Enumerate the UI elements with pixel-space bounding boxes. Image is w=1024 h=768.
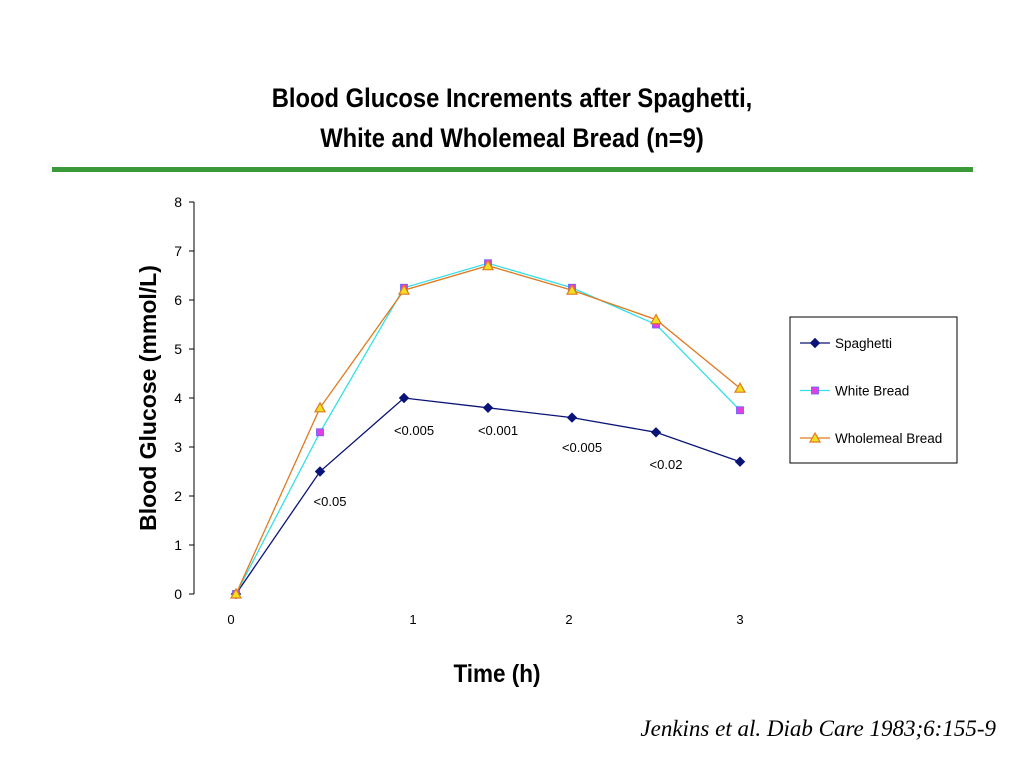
data-point bbox=[316, 428, 324, 437]
legend-entry: White Bread bbox=[800, 384, 909, 399]
legend-label: Wholemeal Bread bbox=[835, 431, 942, 446]
data-point bbox=[314, 466, 326, 477]
data-point bbox=[398, 392, 410, 404]
legend-marker bbox=[811, 386, 819, 395]
data-point bbox=[649, 313, 663, 325]
p-value-annotation: <0.05 bbox=[314, 494, 347, 509]
legend-marker bbox=[808, 431, 822, 443]
y-axis-label: Blood Glucose (mmol/L) bbox=[135, 265, 161, 531]
data-point bbox=[313, 401, 327, 413]
x-tick-label: 1 bbox=[409, 612, 416, 627]
y-tick-label: 0 bbox=[174, 586, 182, 602]
p-value-annotation: <0.02 bbox=[650, 457, 683, 472]
p-value-annotation: <0.005 bbox=[394, 423, 434, 438]
data-point bbox=[481, 259, 495, 271]
x-axis-label: Time (h) bbox=[453, 660, 540, 688]
p-value-annotation: <0.005 bbox=[562, 440, 602, 455]
data-point bbox=[650, 427, 662, 438]
chart-title-line-2: White and Wholemeal Bread (n=9) bbox=[320, 123, 704, 153]
data-point bbox=[566, 412, 578, 423]
data-point bbox=[397, 283, 411, 295]
x-tick-label: 3 bbox=[736, 612, 743, 627]
legend-entry: Spaghetti bbox=[800, 336, 892, 351]
y-tick-label: 6 bbox=[174, 292, 182, 308]
y-tick-label: 5 bbox=[174, 341, 182, 357]
chart-annotations: <0.05 <0.005 <0.001 <0.005 <0.02 bbox=[314, 423, 683, 509]
chart-axes: 0 1 2 3 4 5 6 7 8 0 1 2 3 Time (h) Blood Glucose (mmol… bbox=[135, 194, 744, 688]
legend-label: White Bread bbox=[835, 384, 909, 399]
title-divider bbox=[52, 167, 973, 172]
chart-series bbox=[229, 259, 747, 600]
chart-legend: Spaghetti White Bread Wholemeal Bread bbox=[789, 316, 958, 464]
y-tick-label: 1 bbox=[174, 537, 182, 553]
x-tick-label: 0 bbox=[227, 612, 234, 627]
chart-title-line-1: Blood Glucose Increments after Spaghetti… bbox=[271, 83, 753, 113]
data-point bbox=[565, 283, 579, 295]
y-tick-label: 2 bbox=[174, 488, 182, 504]
legend-marker bbox=[809, 337, 821, 349]
blood-glucose-line-chart: 0 1 2 3 4 5 6 7 8 0 1 2 3 Time (h) Blood Glucose (mmol… bbox=[135, 194, 958, 688]
chart-title: Blood Glucose Increments after Spaghetti… bbox=[61, 78, 962, 158]
y-tick-label: 7 bbox=[174, 243, 182, 259]
series-wholemeal-bread bbox=[229, 259, 747, 599]
y-tick-label: 8 bbox=[174, 194, 182, 210]
y-tick-label: 4 bbox=[174, 390, 182, 406]
x-tick-label: 2 bbox=[565, 612, 572, 627]
citation: Jenkins et al. Diab Care 1983;6:155-9 bbox=[640, 716, 996, 741]
data-point bbox=[736, 406, 744, 415]
p-value-annotation: <0.001 bbox=[478, 423, 518, 438]
data-point bbox=[734, 456, 746, 467]
data-point bbox=[482, 402, 494, 414]
legend-label: Spaghetti bbox=[835, 336, 892, 351]
y-tick-label: 3 bbox=[174, 439, 182, 455]
data-point bbox=[733, 381, 747, 393]
legend-entry: Wholemeal Bread bbox=[800, 431, 942, 446]
data-point bbox=[229, 587, 243, 599]
